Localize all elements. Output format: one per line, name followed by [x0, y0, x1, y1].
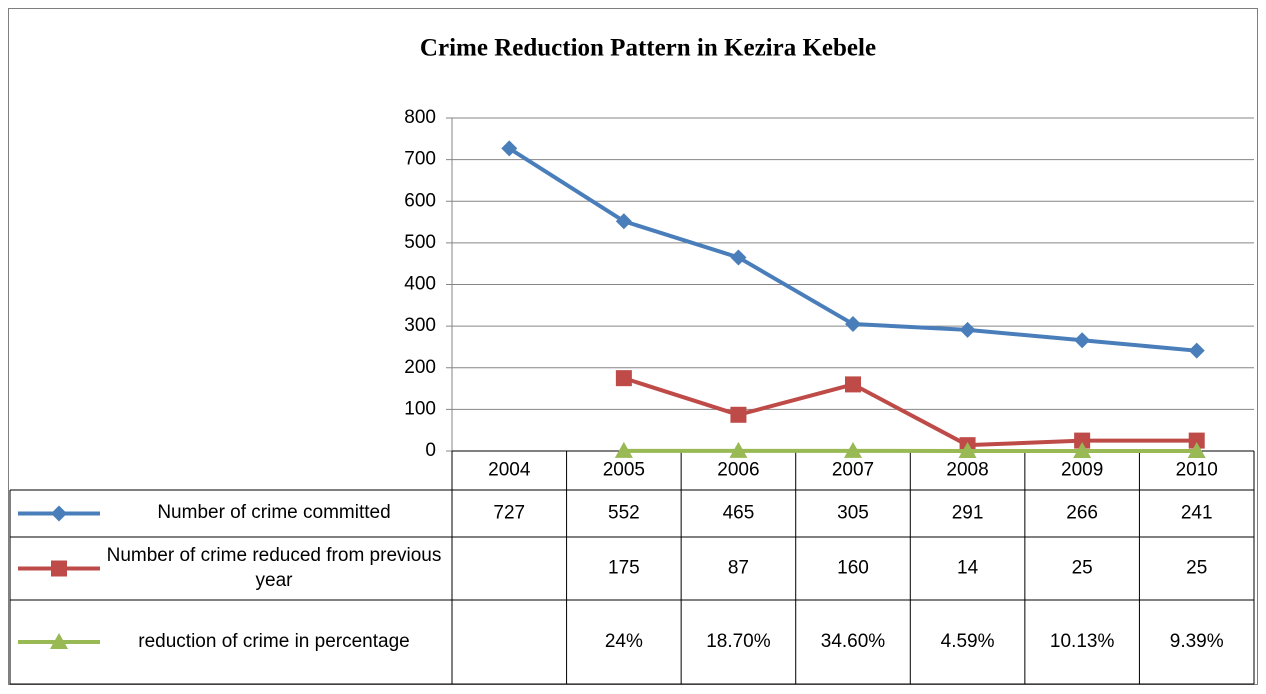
y-tick-label: 800	[404, 107, 436, 128]
table-value: 9.39%	[1170, 631, 1224, 652]
x-tick-label: 2006	[717, 460, 759, 481]
legend-label: reduction of crime in percentage	[100, 600, 448, 684]
table-value: 4.59%	[941, 631, 995, 652]
legend-label-box: Number of crime reduced from previous ye…	[100, 537, 448, 600]
table-value: 25	[1186, 558, 1207, 579]
table-value: 241	[1181, 503, 1213, 524]
table-value: 18.70%	[706, 631, 771, 652]
legend-label: Number of crime reduced from previous ye…	[100, 537, 448, 600]
table-value: 87	[728, 558, 749, 579]
table-value: 24%	[605, 631, 643, 652]
y-tick-label: 400	[404, 274, 436, 295]
table-value: 552	[608, 503, 640, 524]
legend-label-box: reduction of crime in percentage	[100, 600, 448, 684]
y-tick-label: 300	[404, 315, 436, 336]
y-tick-label: 500	[404, 232, 436, 253]
table-value: 291	[952, 503, 984, 524]
x-tick-label: 2009	[1061, 460, 1103, 481]
x-tick-label: 2004	[488, 460, 531, 481]
y-tick-label: 100	[404, 398, 436, 419]
table-value: 34.60%	[821, 631, 886, 652]
table-value: 175	[608, 558, 640, 579]
x-tick-label: 2010	[1176, 460, 1218, 481]
legend-label-box: Number of crime committed	[100, 490, 448, 537]
marker	[845, 376, 861, 392]
table-value: 14	[957, 558, 979, 579]
table-value: 160	[837, 558, 869, 579]
legend-marker	[51, 561, 67, 577]
table-value: 727	[493, 503, 525, 524]
x-tick-label: 2007	[832, 460, 874, 481]
chart-title: Crime Reduction Pattern in Kezira Kebele	[420, 35, 876, 62]
table-value: 305	[837, 503, 869, 524]
y-tick-label: 700	[404, 149, 436, 170]
marker	[616, 370, 632, 386]
table-value: 25	[1072, 558, 1093, 579]
table-value: 266	[1066, 503, 1098, 524]
legend-label: Number of crime committed	[100, 490, 448, 537]
marker	[730, 407, 746, 423]
y-tick-label: 200	[404, 357, 436, 378]
table-value: 465	[723, 503, 755, 524]
x-tick-label: 2008	[946, 460, 988, 481]
y-tick-label: 600	[404, 190, 436, 211]
y-tick-label: 0	[425, 440, 436, 461]
x-tick-label: 2005	[603, 460, 645, 481]
table-value: 10.13%	[1050, 631, 1115, 652]
